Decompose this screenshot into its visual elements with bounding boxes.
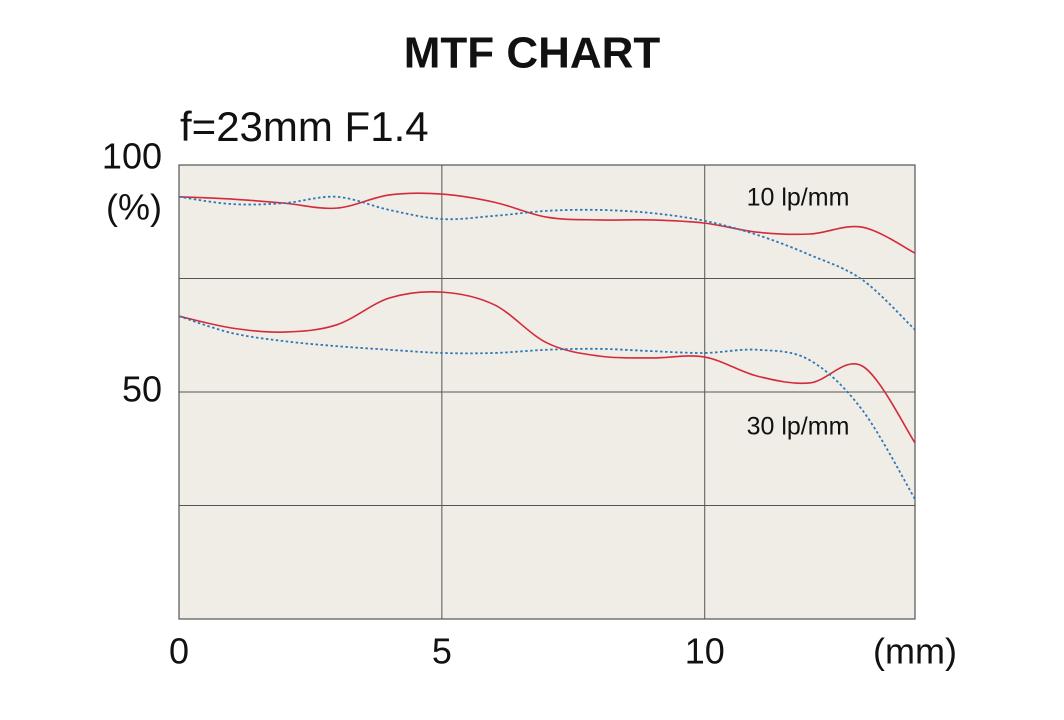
- y-tick-label: 100: [102, 136, 162, 177]
- chart-subtitle: f=23mm F1.4: [180, 103, 429, 150]
- x-tick-label: 5: [432, 631, 452, 672]
- y-axis-label: (%): [106, 187, 162, 228]
- series-line: [178, 290, 916, 444]
- y-tick-label: 50: [122, 369, 162, 410]
- annotation: 10 lp/mm: [747, 184, 850, 212]
- series-line: [178, 315, 916, 500]
- series-line: [178, 192, 916, 254]
- x-tick-label: 0: [169, 631, 189, 672]
- annotation: 30 lp/mm: [747, 413, 850, 441]
- chart-title: MTF CHART: [404, 29, 661, 78]
- x-tick-label: 10: [685, 631, 725, 672]
- series-line: [178, 195, 916, 331]
- x-axis-label: (mm): [873, 631, 957, 672]
